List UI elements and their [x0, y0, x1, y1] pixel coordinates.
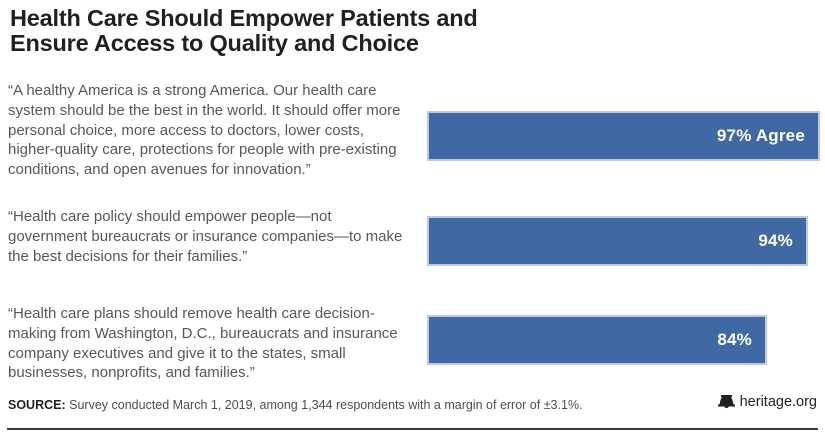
source-label: SOURCE: — [8, 398, 66, 412]
bar-value-label: 84% — [717, 330, 752, 349]
statement-quote-1: “A healthy America is a strong America. … — [8, 82, 401, 179]
agree-bar-1: 97% Agree — [427, 111, 820, 161]
statement-quote-2: “Health care policy should empower peopl… — [8, 208, 403, 265]
brand-url: heritage.org — [739, 394, 817, 410]
source-text: Survey conducted March 1, 2019, among 1,… — [65, 398, 583, 412]
agree-bar-2: 94% — [427, 216, 808, 266]
statement-quote-3: “Health care plans should remove health … — [8, 305, 398, 382]
bar-value-label: 97% Agree — [716, 126, 805, 145]
bar-value-label: 94% — [758, 231, 793, 250]
bottom-rule — [7, 428, 818, 430]
heritage-brand: heritage.org — [717, 394, 817, 410]
source-note: SOURCE: Survey conducted March 1, 2019, … — [8, 397, 583, 413]
chart-title: Health Care Should Empower Patients and … — [10, 5, 478, 56]
agree-bar-3: 84% — [427, 315, 767, 365]
liberty-bell-icon — [717, 394, 735, 410]
